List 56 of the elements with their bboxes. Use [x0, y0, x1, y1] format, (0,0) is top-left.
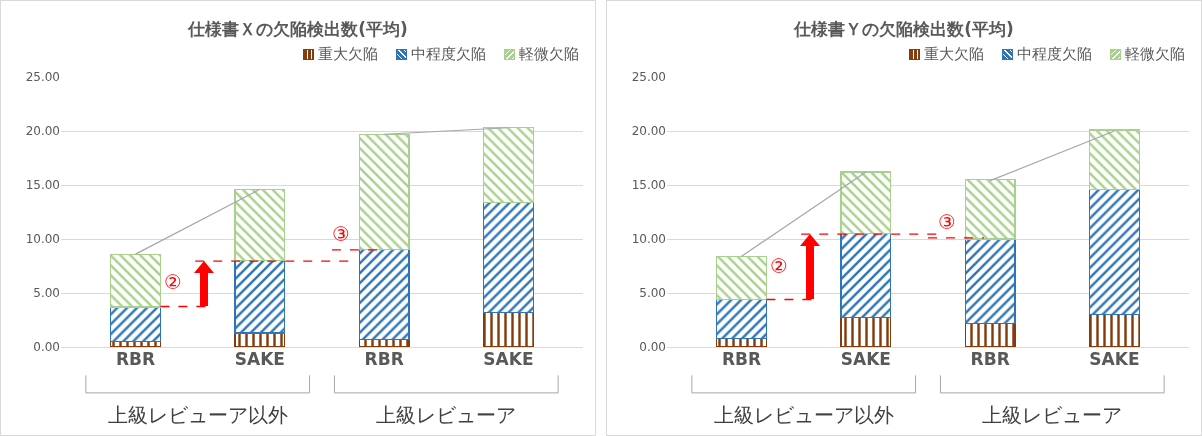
x-tick-label: SAKE — [840, 349, 891, 369]
text: 上級レビューア — [982, 403, 1122, 427]
annotation: ③ — [938, 210, 956, 234]
x-tick-label: SAKE — [483, 349, 534, 369]
bar — [110, 306, 162, 343]
bar — [1088, 188, 1140, 316]
bar — [716, 298, 768, 339]
bar — [964, 238, 1016, 324]
x-tick-label: RBR — [970, 349, 1010, 369]
bar — [716, 255, 768, 301]
bar — [482, 201, 534, 314]
bar — [482, 311, 534, 347]
bar — [964, 179, 1016, 240]
y-tick-label: 25.00 — [631, 70, 666, 85]
y-tick-label: 25.00 — [25, 70, 60, 85]
legend-label: 中程度欠陥 — [411, 45, 486, 64]
text: 上級レビューア以外 — [108, 403, 288, 427]
y-tick-label: 15.00 — [631, 178, 666, 193]
y-tick-label: 15.00 — [25, 178, 60, 193]
x-tick-label: SAKE — [234, 349, 285, 369]
annotation: ② — [164, 270, 182, 294]
y-tick-label: 0.00 — [639, 340, 666, 355]
bar — [234, 188, 286, 262]
bar — [110, 253, 162, 308]
x-tick-label: SAKE — [1089, 349, 1140, 369]
annotation: ② — [770, 254, 788, 278]
bar — [358, 249, 410, 341]
legend-label: 軽微欠陥 — [1125, 45, 1185, 64]
bar — [234, 260, 286, 334]
y-tick-label: 20.00 — [25, 124, 60, 139]
legend-label: 軽微欠陥 — [519, 45, 579, 64]
bar — [1088, 129, 1140, 190]
y-tick-label: 10.00 — [25, 232, 60, 247]
y-tick-label: 0.00 — [33, 340, 60, 355]
annotation: ③ — [332, 222, 350, 246]
legend-label: 重大欠陥 — [924, 45, 984, 64]
bar — [840, 171, 892, 235]
x-tick-label: RBR — [722, 349, 762, 369]
y-tick-label: 20.00 — [631, 124, 666, 139]
chart-title: 仕様書Ｘの欠陥検出数(平均) — [187, 18, 408, 39]
bar — [1088, 314, 1140, 347]
text: 上級レビューア以外 — [714, 403, 894, 427]
bar — [358, 133, 410, 251]
x-tick-label: RBR — [116, 349, 156, 369]
bar — [840, 317, 892, 347]
legend-label: 中程度欠陥 — [1017, 45, 1092, 64]
y-tick-label: 5.00 — [33, 286, 60, 301]
chart-title: 仕様書Ｙの欠陥検出数(平均) — [793, 18, 1014, 39]
bar — [964, 322, 1016, 347]
y-tick-label: 10.00 — [631, 232, 666, 247]
x-tick-label: RBR — [364, 349, 404, 369]
y-tick-label: 5.00 — [639, 286, 666, 301]
text: 上級レビューア — [376, 403, 516, 427]
bar — [482, 127, 534, 203]
legend-label: 重大欠陥 — [318, 45, 378, 64]
bar — [840, 233, 892, 319]
